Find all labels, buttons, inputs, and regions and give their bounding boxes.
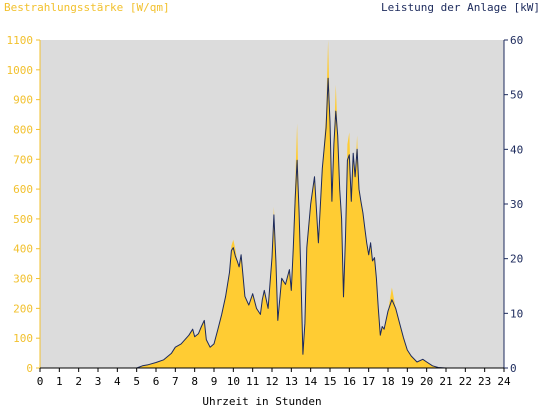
right-tick-label: 20 — [510, 253, 523, 266]
x-tick-label: 10 — [227, 375, 240, 388]
left-tick-label: 300 — [13, 273, 33, 286]
x-tick-label: 0 — [37, 375, 44, 388]
series-layer — [40, 40, 504, 369]
x-tick-label: 16 — [343, 375, 356, 388]
right-axis-ticks: 0 10 20 30 40 50 60 — [504, 34, 523, 375]
x-tick-label: 6 — [153, 375, 160, 388]
x-tick-label: 15 — [323, 375, 336, 388]
left-axis-title: Bestrahlungsstärke [W/qm] — [4, 1, 170, 14]
left-tick-label: 100 — [13, 332, 33, 345]
left-tick-label: 0 — [26, 362, 33, 375]
x-tick-label: 23 — [478, 375, 491, 388]
x-tick-label: 8 — [191, 375, 198, 388]
x-tick-label: 5 — [133, 375, 140, 388]
x-tick-label: 19 — [401, 375, 414, 388]
left-tick-label: 200 — [13, 302, 33, 315]
x-tick-label: 12 — [265, 375, 278, 388]
x-tick-label: 9 — [211, 375, 218, 388]
x-tick-label: 4 — [114, 375, 121, 388]
right-tick-label: 60 — [510, 34, 523, 47]
x-tick-label: 21 — [439, 375, 452, 388]
left-tick-label: 1100 — [7, 34, 34, 47]
x-tick-label: 14 — [304, 375, 318, 388]
x-tick-label: 11 — [246, 375, 259, 388]
left-tick-label: 600 — [13, 183, 33, 196]
x-axis-title: Uhrzeit in Stunden — [202, 395, 321, 408]
power-line — [40, 77, 504, 369]
right-axis-title: Leistung der Anlage [kW] — [381, 1, 540, 14]
x-tick-label: 22 — [459, 375, 472, 388]
irradiance-area — [40, 40, 504, 368]
x-tick-label: 17 — [362, 375, 375, 388]
right-tick-label: 50 — [510, 89, 523, 102]
left-tick-label: 800 — [13, 123, 33, 136]
left-tick-label: 700 — [13, 153, 33, 166]
x-tick-label: 24 — [497, 375, 511, 388]
x-tick-label: 7 — [172, 375, 179, 388]
right-tick-label: 10 — [510, 307, 523, 320]
x-tick-label: 20 — [420, 375, 433, 388]
x-tick-label: 13 — [285, 375, 298, 388]
left-tick-label: 1000 — [7, 64, 34, 77]
x-tick-label: 3 — [95, 375, 102, 388]
left-tick-label: 400 — [13, 243, 33, 256]
x-tick-label: 2 — [75, 375, 82, 388]
right-tick-label: 30 — [510, 198, 523, 211]
right-tick-label: 0 — [510, 362, 517, 375]
x-axis-ticks: 0 1 2 3 4 5 6 7 8 9 10 11 12 13 14 15 16 17 18 19 20 21 22 23 24 — [37, 368, 511, 388]
left-tick-label: 900 — [13, 94, 33, 107]
left-axis-ticks: 0 100 200 300 400 500 600 700 800 900 1000 1100 — [7, 34, 40, 375]
x-tick-label: 18 — [381, 375, 394, 388]
left-tick-label: 500 — [13, 213, 33, 226]
right-tick-label: 40 — [510, 143, 523, 156]
x-tick-label: 1 — [56, 375, 63, 388]
